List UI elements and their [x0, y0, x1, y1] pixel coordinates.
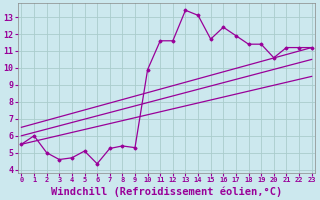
X-axis label: Windchill (Refroidissement éolien,°C): Windchill (Refroidissement éolien,°C): [51, 186, 282, 197]
